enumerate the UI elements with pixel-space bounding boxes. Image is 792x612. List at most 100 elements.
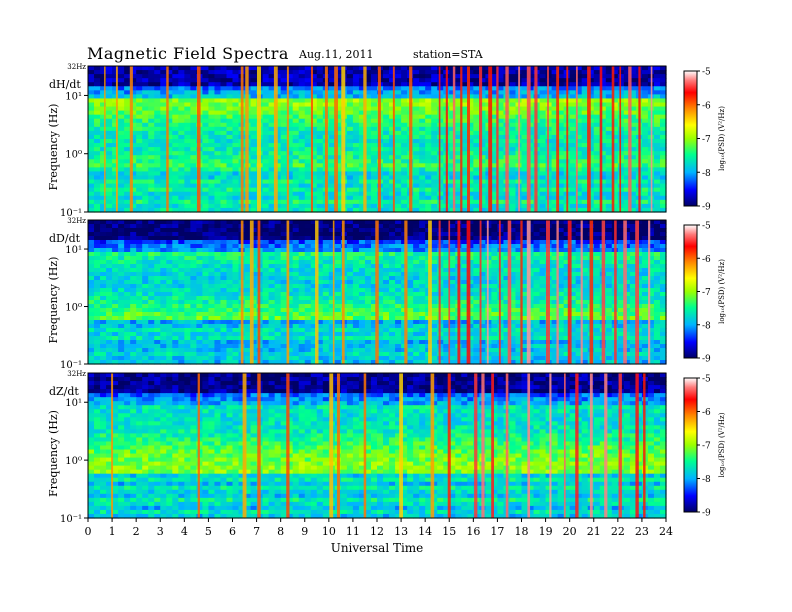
- colorbar-tick-label: -8: [702, 169, 711, 179]
- spike-mark: [363, 373, 367, 518]
- spike-mark: [341, 66, 346, 212]
- spike-mark: [336, 373, 340, 518]
- x-tick-label: 24: [659, 525, 673, 538]
- spectrogram-texture: [88, 66, 667, 213]
- colorbar-gradient: [683, 377, 698, 513]
- spike-mark: [377, 66, 381, 212]
- y-tick-label: 10¹: [65, 398, 82, 409]
- colorbar-tick-label: -9: [702, 509, 711, 519]
- spike-mark: [556, 220, 559, 364]
- colorbar-tick-label: -5: [702, 375, 711, 385]
- spike-mark: [518, 66, 521, 212]
- x-tick-label: 18: [515, 525, 529, 538]
- x-tick-label: 19: [539, 525, 553, 538]
- spike-mark: [249, 220, 254, 364]
- spike-mark: [505, 373, 509, 518]
- x-tick-label: 1: [109, 525, 116, 538]
- spike-mark: [601, 220, 606, 364]
- y-top-label: 32Hz: [67, 63, 86, 71]
- colorbar-tick-label: -9: [702, 355, 711, 365]
- y-tick-label: 10⁰: [65, 456, 82, 467]
- y-axis-label: Frequency (Hz): [47, 104, 60, 191]
- colorbar-tick-label: -6: [702, 408, 711, 418]
- spike-mark: [526, 66, 531, 212]
- spike-mark: [329, 373, 334, 518]
- colorbar: -5 -6 -7 -8 -9 log₁₀(PSD) (V²/Hz): [683, 375, 726, 519]
- spike-mark: [618, 373, 622, 518]
- spike-mark: [104, 66, 106, 212]
- spike-mark: [245, 66, 249, 212]
- colorbar: -5 -6 -7 -8 -9 log₁₀(PSD) (V²/Hz): [683, 222, 726, 365]
- spike-mark: [409, 66, 413, 212]
- spike-mark: [486, 220, 489, 364]
- spike-mark: [242, 373, 247, 518]
- spike-mark: [599, 66, 603, 212]
- spike-mark: [638, 66, 641, 212]
- spike-mark: [635, 220, 639, 364]
- spike-mark: [505, 66, 509, 212]
- colorbar-tick-label: -8: [702, 321, 711, 331]
- colorbar-gradient: [683, 70, 698, 207]
- panel-name: dZ/dt: [49, 385, 79, 398]
- spike-mark: [479, 66, 483, 212]
- spike-mark: [286, 66, 289, 212]
- y-tick-label: 10⁰: [65, 150, 82, 161]
- spectrogram-texture: [88, 373, 667, 519]
- spike-mark: [452, 66, 456, 212]
- y-tick-label: 10¹: [65, 245, 82, 256]
- spectrogram-texture: [88, 220, 667, 365]
- spike-mark: [481, 373, 485, 518]
- spike-mark: [438, 220, 441, 364]
- spike-mark: [404, 220, 408, 364]
- spike-mark: [240, 66, 244, 212]
- spike-mark: [556, 66, 560, 212]
- x-tick-label: 15: [442, 525, 456, 538]
- y-axis-label: Frequency (Hz): [47, 410, 60, 497]
- x-tick-label: 0: [85, 525, 92, 538]
- spike-mark: [491, 373, 494, 518]
- spike-mark: [507, 220, 512, 364]
- x-tick-label: 3: [157, 525, 164, 538]
- spike-mark: [273, 66, 278, 212]
- spike-mark: [526, 220, 531, 364]
- spike-mark: [580, 220, 583, 364]
- x-tick-label: 7: [253, 525, 260, 538]
- spike-mark: [447, 373, 451, 518]
- x-tick-label: 5: [205, 525, 212, 538]
- colorbar: -5 -6 -7 -8 -9 log₁₀(PSD) (V²/Hz): [683, 68, 726, 213]
- y-tick-label: 10⁻¹: [60, 360, 82, 371]
- x-tick-label: 12: [370, 525, 384, 538]
- x-tick-label: 17: [490, 525, 504, 538]
- y-tick-label: 10⁰: [65, 303, 82, 314]
- spike-mark: [611, 66, 615, 212]
- spike-mark: [474, 373, 478, 518]
- spike-mark: [115, 66, 118, 212]
- chart-title: Magnetic Field Spectra: [87, 44, 289, 63]
- colorbar-tick-label: -8: [702, 475, 711, 485]
- x-tick-label: 9: [301, 525, 308, 538]
- spike-mark: [496, 66, 499, 212]
- station-label: station=STA: [413, 48, 483, 61]
- spike-mark: [196, 66, 201, 212]
- x-tick-label: 23: [635, 525, 649, 538]
- panel-frame: [87, 65, 667, 213]
- date-label: Aug.11, 2011: [299, 48, 374, 61]
- spike-mark: [445, 66, 448, 212]
- spike-mark: [240, 220, 244, 364]
- spike-mark: [334, 66, 338, 212]
- y-top-label: 32Hz: [67, 370, 86, 378]
- y-top-label: 32Hz: [67, 217, 86, 225]
- x-tick-label: 22: [611, 525, 625, 538]
- spike-mark: [111, 373, 114, 518]
- spike-mark: [534, 66, 538, 212]
- spike-mark: [129, 66, 133, 212]
- spike-mark: [650, 66, 653, 212]
- colorbar-tick-label: -7: [702, 288, 711, 298]
- spike-mark: [467, 66, 470, 212]
- spike-mark: [635, 373, 639, 518]
- spike-mark: [375, 220, 379, 364]
- spike-mark: [619, 66, 622, 212]
